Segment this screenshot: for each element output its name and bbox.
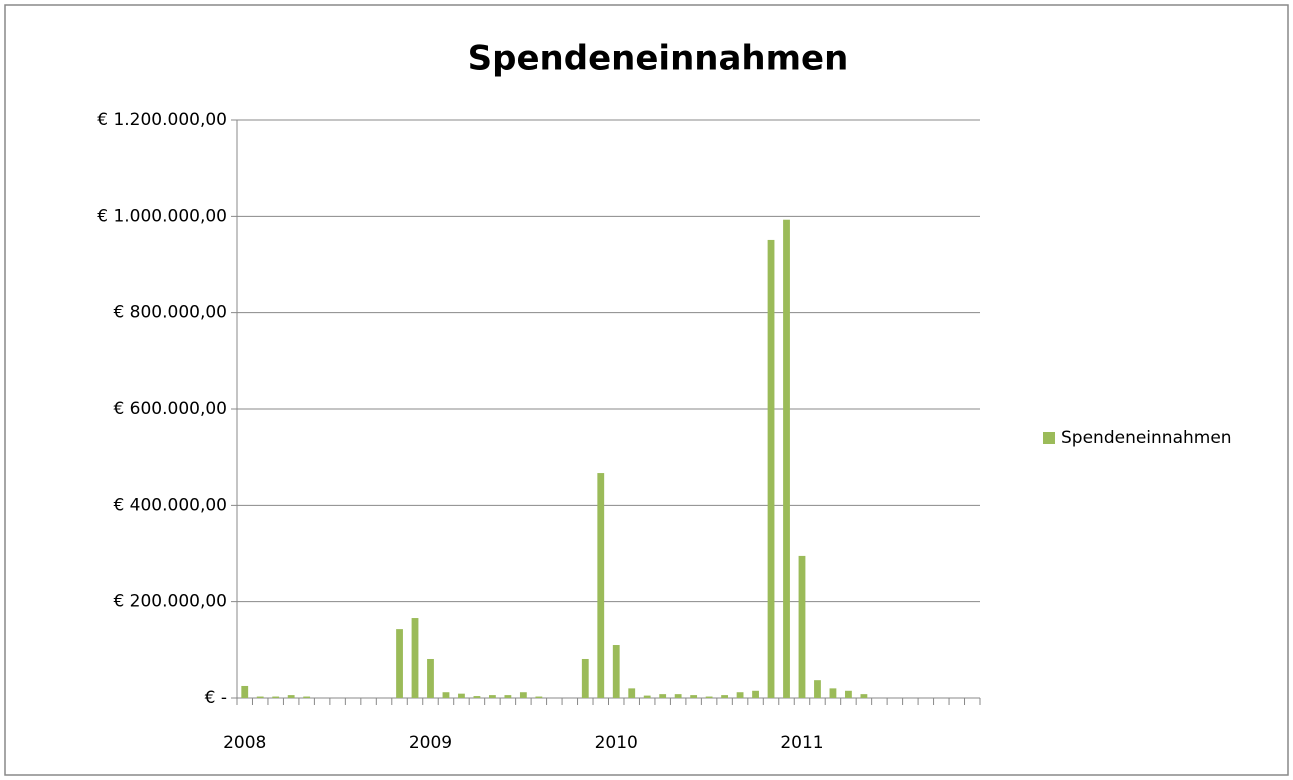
bar bbox=[752, 690, 759, 698]
bar bbox=[458, 693, 465, 698]
bar bbox=[736, 692, 744, 698]
bar bbox=[489, 695, 496, 698]
bar bbox=[628, 688, 636, 698]
x-tick-label: 2008 bbox=[223, 733, 266, 753]
chart-frame bbox=[4, 4, 1289, 776]
bar bbox=[241, 685, 249, 698]
bar bbox=[519, 692, 527, 698]
bar bbox=[814, 680, 821, 698]
legend-label: Spendeneinnahmen bbox=[1061, 428, 1232, 448]
bar bbox=[705, 696, 713, 698]
bar bbox=[829, 688, 837, 698]
bar bbox=[427, 658, 434, 698]
bar bbox=[442, 692, 450, 698]
bar bbox=[272, 696, 280, 698]
y-tick-label: € 800.000,00 bbox=[113, 303, 227, 323]
bar bbox=[845, 690, 852, 698]
bar bbox=[396, 629, 403, 698]
bar bbox=[798, 555, 806, 698]
y-tick-label: € 1.000.000,00 bbox=[97, 206, 227, 226]
x-tick-label: 2009 bbox=[409, 733, 452, 753]
bar bbox=[860, 694, 868, 698]
bar bbox=[597, 473, 605, 698]
x-tick-label: 2011 bbox=[780, 733, 823, 753]
bar bbox=[504, 695, 512, 698]
bar bbox=[287, 695, 295, 698]
y-tick-label: € 200.000,00 bbox=[113, 592, 227, 612]
bar bbox=[256, 696, 264, 698]
y-tick-label: € - bbox=[205, 688, 227, 708]
y-tick-label: € 1.200.000,00 bbox=[97, 110, 227, 130]
legend-swatch bbox=[1043, 432, 1055, 444]
chart-title: Spendeneinnahmen bbox=[468, 39, 849, 79]
y-tick-label: € 400.000,00 bbox=[113, 495, 227, 515]
bar bbox=[674, 694, 682, 698]
bar bbox=[721, 695, 728, 698]
bar bbox=[783, 219, 790, 698]
bar bbox=[303, 696, 311, 698]
bar bbox=[612, 645, 620, 698]
x-tick-label: 2010 bbox=[595, 733, 638, 753]
bar bbox=[659, 694, 667, 698]
bar bbox=[690, 695, 698, 698]
bar bbox=[643, 695, 651, 698]
bar bbox=[473, 696, 481, 698]
bar bbox=[411, 618, 419, 698]
y-tick-label: € 600.000,00 bbox=[113, 399, 227, 419]
bar bbox=[535, 696, 543, 698]
bar bbox=[581, 658, 589, 698]
bar bbox=[767, 239, 775, 698]
